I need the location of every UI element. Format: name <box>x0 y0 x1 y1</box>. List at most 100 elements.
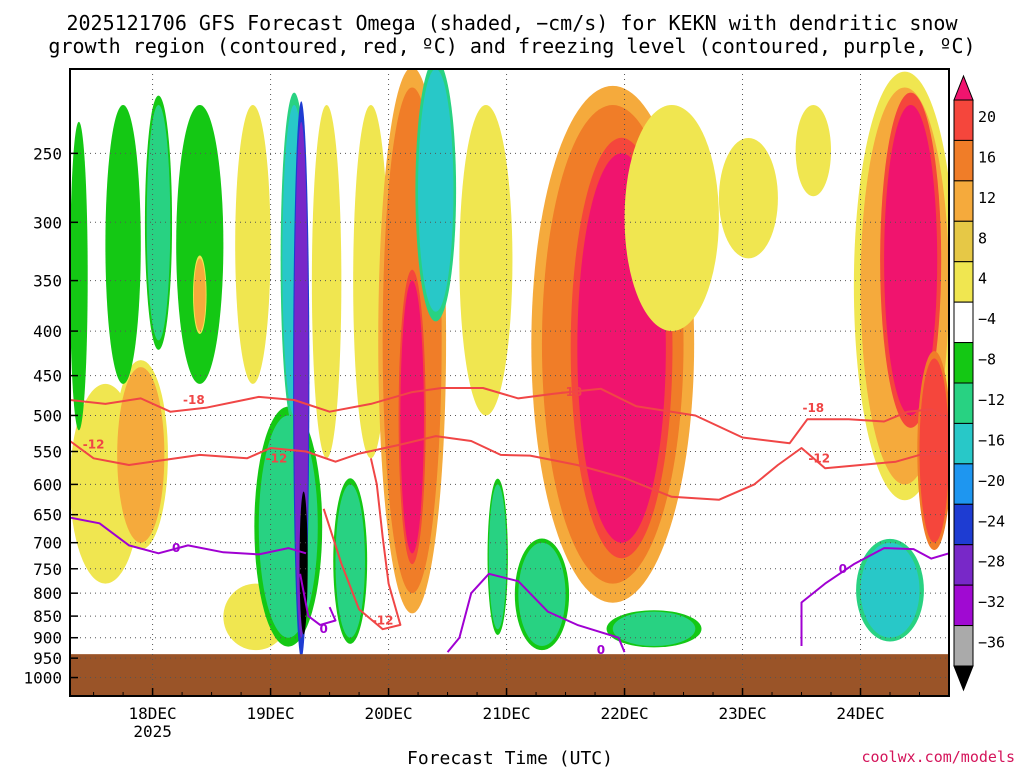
colorbar-segment <box>953 544 974 586</box>
freezing-level-contour <box>446 572 626 653</box>
colorbar-segment <box>953 220 974 263</box>
contour-label: -18 <box>183 393 205 407</box>
x-tick-label: 18DEC <box>129 704 177 723</box>
colorbar-segment <box>953 584 974 627</box>
colorbar-label: −28 <box>978 553 1005 571</box>
x-tick-label: 20DEC <box>364 704 412 723</box>
x-axis-label: Forecast Time (UTC) <box>407 748 613 768</box>
colorbar-label: −4 <box>978 310 996 328</box>
omega-cell <box>860 542 920 638</box>
colorbar-label: −24 <box>978 512 1005 530</box>
colorbar-label: −20 <box>978 472 1005 490</box>
colorbar-top-triangle <box>953 74 974 101</box>
dgz-contour <box>70 435 949 501</box>
y-tick-label: 650 <box>33 506 62 525</box>
colorbar-segment <box>953 463 974 505</box>
y-tick-label: 600 <box>33 475 62 494</box>
omega-cell <box>335 484 365 638</box>
y-tick-label: 500 <box>33 406 62 425</box>
y-tick-label: 1000 <box>23 669 62 688</box>
y-tick-label: 900 <box>33 629 62 648</box>
contour-label: 0 <box>839 562 847 576</box>
omega-cell <box>311 105 342 459</box>
x-tick-label: 21DEC <box>482 704 530 723</box>
chart-title-line1: 2025121706 GFS Forecast Omega (shaded, −… <box>66 11 958 35</box>
contour-label: 0 <box>319 622 327 636</box>
omega-cell <box>117 367 165 543</box>
credit-text: coolwx.com/models <box>861 748 1015 766</box>
freezing-level-contour <box>70 516 307 556</box>
colorbar-label: −12 <box>978 391 1005 409</box>
colorbar-label: 20 <box>978 108 996 126</box>
contour-label: 0 <box>597 643 605 657</box>
chart-title-line2: growth region (contoured, red, ºC) and f… <box>48 34 975 58</box>
y-tick-label: 250 <box>33 144 62 163</box>
omega-cell <box>235 105 271 384</box>
contour-label: 0 <box>172 541 180 555</box>
contours: -18 -12 -12 -18 -12 -18 -12 0 0 0 0 <box>70 385 949 657</box>
x-tick-label: 22DEC <box>600 704 648 723</box>
colorbar-segment <box>953 180 974 222</box>
y-tick-label: 700 <box>33 534 62 553</box>
omega-cell <box>518 542 566 647</box>
colorbar-segment <box>953 342 974 384</box>
omega-cell <box>795 105 832 197</box>
freezing-level-contour <box>800 547 949 646</box>
ground-below-surface <box>70 654 949 696</box>
colorbar-label: −16 <box>978 431 1005 449</box>
colorbar-segment <box>953 99 974 141</box>
dgz-contour <box>70 387 949 445</box>
y-tick-label: 400 <box>33 322 62 341</box>
colorbar-segment <box>953 301 974 344</box>
x-tick-year-label: 2025 <box>133 722 172 741</box>
omega-cell <box>459 105 513 416</box>
contour-label: -12 <box>83 438 105 452</box>
colorbar-label: 12 <box>978 189 996 207</box>
contour-label: -12 <box>266 451 288 465</box>
colorbar: 20 16 12 8 4 −4 −8 −12 −16 −20 −24 −28 −32 −36 <box>953 74 1005 692</box>
plot-area: -18 -12 -12 -18 -12 -18 -12 0 0 0 0 <box>70 69 949 696</box>
omega-cell <box>718 137 778 259</box>
colorbar-label: −36 <box>978 634 1005 652</box>
omega-cell <box>105 105 141 384</box>
colorbar-label: −8 <box>978 351 996 369</box>
y-tick-label: 300 <box>33 213 62 232</box>
colorbar-segment <box>953 139 974 182</box>
colorbar-segment <box>953 382 974 424</box>
colorbar-label: 4 <box>978 270 987 288</box>
y-tick-label: 850 <box>33 607 62 626</box>
omega-cell <box>612 611 696 647</box>
omega-cell <box>400 280 424 554</box>
x-tick-label: 19DEC <box>246 704 294 723</box>
omega-cell <box>146 105 171 341</box>
plot-frame <box>69 68 950 697</box>
y-tick-label: 750 <box>33 560 62 579</box>
contour-label: -18 <box>802 401 824 415</box>
omega-cell <box>70 121 88 431</box>
omega-cell <box>919 358 949 543</box>
omega-cell <box>624 105 719 332</box>
colorbar-segment <box>953 503 974 546</box>
y-tick-label: 800 <box>33 584 62 603</box>
freezing-level-contour <box>299 573 337 626</box>
contour-label: -12 <box>808 451 830 465</box>
colorbar-segment <box>953 261 974 303</box>
x-tick-label: 24DEC <box>836 704 884 723</box>
colorbar-label: 16 <box>978 148 996 166</box>
colorbar-label: −32 <box>978 593 1005 611</box>
y-tick-label: 950 <box>33 649 62 668</box>
x-tick-label: 23DEC <box>718 704 766 723</box>
colorbar-label: 8 <box>978 229 987 247</box>
y-tick-label: 450 <box>33 367 62 386</box>
omega-cell <box>884 105 938 416</box>
omega-shading <box>70 69 949 659</box>
omega-cell <box>418 69 454 312</box>
contour-label: -12 <box>372 614 394 628</box>
colorbar-segment <box>953 422 974 465</box>
y-tick-label: 550 <box>33 443 62 462</box>
dgz-contour <box>322 458 402 631</box>
y-axis: 250 300 350 400 450 500 550 600 650 700 750 800 850 9… <box>23 144 78 688</box>
omega-cell <box>193 258 206 332</box>
